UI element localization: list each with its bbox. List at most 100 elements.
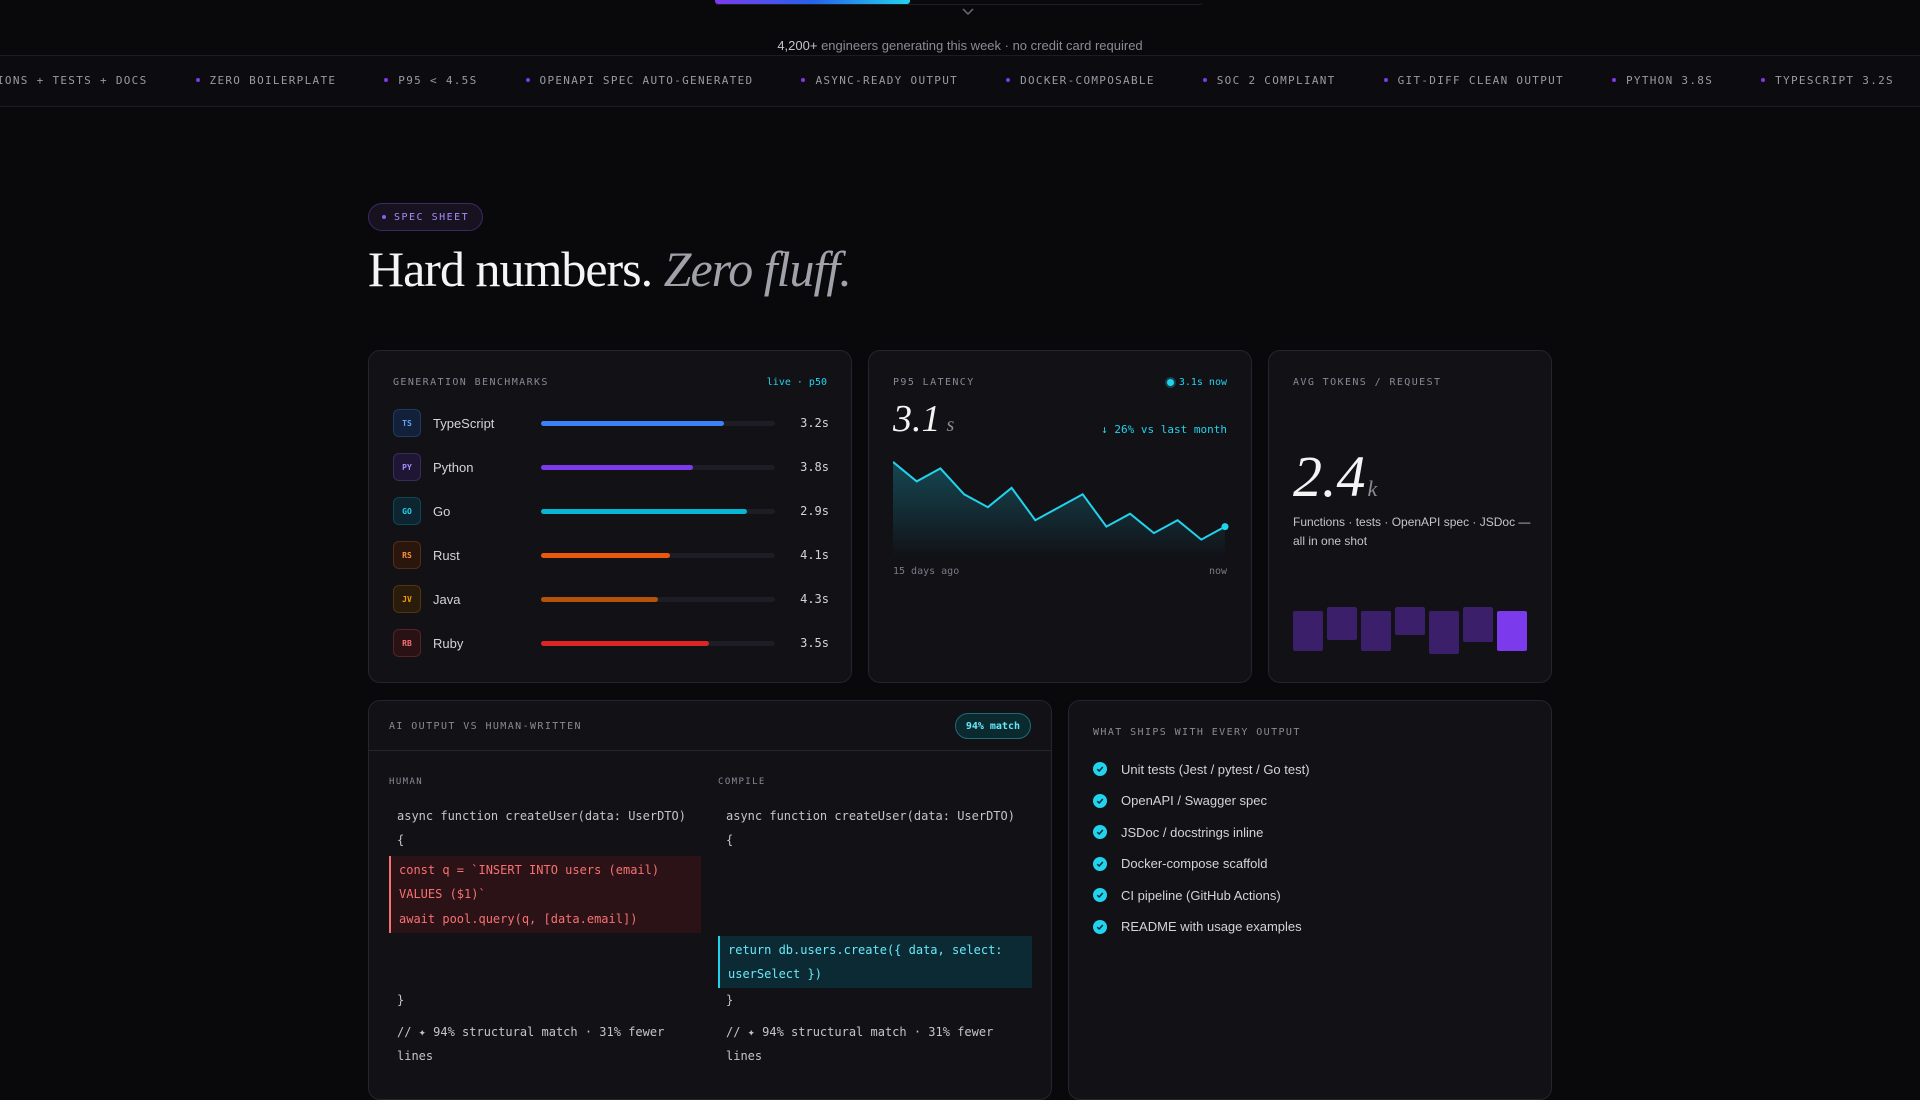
tokens-mini-bars bbox=[1293, 607, 1529, 657]
human-code-removed: const q = `INSERT INTO users (email) VAL… bbox=[389, 856, 701, 908]
language-badge: RB bbox=[393, 629, 421, 657]
ticker-item: TYPESCRIPT 3.2S bbox=[1761, 74, 1894, 87]
language-badge: GO bbox=[393, 497, 421, 525]
human-code-close: } bbox=[397, 993, 405, 1007]
check-icon bbox=[1093, 793, 1107, 808]
top-progress-bar bbox=[715, 0, 1203, 5]
check-icon bbox=[1093, 762, 1107, 776]
benchmark-row-python: PY Python 3.8s bbox=[393, 453, 829, 483]
card-label: AI OUTPUT VS HUMAN-WRITTEN bbox=[389, 721, 582, 732]
social-proof: 4,200+ engineers generating this week · … bbox=[777, 38, 1143, 53]
benchmark-row-typescript: TS TypeScript 3.2s bbox=[393, 409, 829, 439]
compile-code-comment: // ✦ 94% structural match · 31% fewer li… bbox=[726, 1025, 994, 1063]
compile-code-close: } bbox=[726, 993, 734, 1007]
ticker-dot-icon bbox=[384, 78, 389, 82]
section-headline: Hard numbers. Zero fluff. bbox=[368, 241, 852, 297]
card-label: AVG TOKENS / REQUEST bbox=[1293, 377, 1442, 388]
compile-column-label: COMPILE bbox=[718, 777, 766, 787]
pulse-dot-icon bbox=[1166, 379, 1174, 386]
benchmark-value: 3.2s bbox=[800, 416, 829, 430]
ticker-item: DOCKER-COMPOSABLE bbox=[1006, 74, 1155, 87]
benchmark-bar-fill bbox=[541, 421, 724, 426]
ticker-dot-icon bbox=[525, 78, 530, 82]
benchmark-bar bbox=[541, 553, 775, 558]
language-badge: JV bbox=[393, 585, 421, 613]
feature-ticker: IONS + TESTS + DOCS ZERO BOILERPLATE P95 <… bbox=[0, 55, 1920, 107]
benchmark-bar-fill bbox=[541, 641, 710, 646]
check-icon bbox=[1093, 919, 1107, 934]
latency-sparkline bbox=[893, 461, 1229, 559]
benchmark-bar-fill bbox=[541, 597, 658, 602]
token-bar bbox=[1429, 611, 1459, 654]
benchmark-bar-fill bbox=[541, 509, 747, 514]
token-bar bbox=[1497, 611, 1527, 651]
ticker-dot-icon bbox=[195, 78, 200, 82]
benchmark-row-java: JV Java 4.3s bbox=[393, 585, 829, 615]
ships-card: WHAT SHIPS WITH EVERY OUTPUT Unit tests … bbox=[1068, 700, 1552, 1100]
ticker-dot-icon bbox=[801, 78, 806, 82]
match-badge: 94% match bbox=[954, 713, 1031, 739]
ticker-dot-icon bbox=[1611, 78, 1616, 82]
latency-value: 3.1 s bbox=[893, 398, 955, 440]
ticker-item: OPENAPI SPEC AUTO-GENERATED bbox=[525, 74, 754, 87]
live-badge: live · p50 bbox=[766, 377, 827, 388]
benchmark-value: 4.1s bbox=[800, 548, 829, 562]
ticker-item: PYTHON 3.8S bbox=[1611, 74, 1713, 87]
token-bar bbox=[1361, 611, 1391, 651]
tokens-description: Functions · tests · OpenAPI spec · JSDoc… bbox=[1293, 515, 1531, 548]
benchmark-bar bbox=[541, 465, 775, 470]
sparkline-area bbox=[893, 461, 1225, 559]
language-name: Python bbox=[433, 460, 474, 475]
sparkline-line bbox=[893, 461, 1226, 541]
chevron-down-icon[interactable] bbox=[961, 6, 975, 16]
human-code-comment: // ✦ 94% structural match · 31% fewer li… bbox=[397, 1025, 665, 1063]
ships-list-item: Unit tests (Jest / pytest / Go test) bbox=[1093, 759, 1310, 779]
ticker-item: P95 < 4.5S bbox=[384, 74, 477, 87]
benchmarks-card: GENERATION BENCHMARKS live · p50 TS TypeS… bbox=[368, 350, 852, 683]
benchmark-bar-fill bbox=[541, 465, 694, 470]
ticker-item: GIT-DIFF CLEAN OUTPUT bbox=[1383, 74, 1564, 87]
benchmark-row-rust: RS Rust 4.1s bbox=[393, 541, 829, 571]
check-icon bbox=[1093, 888, 1107, 902]
language-name: TypeScript bbox=[433, 416, 495, 431]
tokens-card: AVG TOKENS / REQUEST 2.4k Functions · te… bbox=[1268, 350, 1552, 683]
card-label: GENERATION BENCHMARKS bbox=[393, 377, 549, 388]
benchmark-value: 3.8s bbox=[800, 460, 829, 474]
benchmark-bar bbox=[541, 509, 775, 514]
ships-list-item: JSDoc / docstrings inline bbox=[1093, 822, 1263, 842]
human-column-label: HUMAN bbox=[389, 777, 424, 787]
language-name: Go bbox=[433, 504, 451, 519]
axis-start-label: 15 days ago bbox=[893, 566, 960, 577]
card-label: WHAT SHIPS WITH EVERY OUTPUT bbox=[1093, 727, 1301, 738]
tokens-value: 2.4k bbox=[1293, 444, 1378, 509]
token-bar bbox=[1293, 611, 1323, 651]
compare-card: AI OUTPUT VS HUMAN-WRITTEN 94% match HUM… bbox=[368, 700, 1052, 1100]
compile-code-signature: async function createUser(data: UserDTO)… bbox=[726, 809, 1015, 847]
language-badge: RS bbox=[393, 541, 421, 569]
ships-list-item: OpenAPI / Swagger spec bbox=[1093, 791, 1267, 811]
benchmark-bar-fill bbox=[541, 553, 670, 558]
ships-list-item: README with usage examples bbox=[1093, 917, 1302, 937]
benchmark-value: 2.9s bbox=[800, 504, 829, 518]
language-name: Rust bbox=[433, 548, 460, 563]
ticker-item: ASYNC-READY OUTPUT bbox=[801, 74, 958, 87]
card-label: P95 LATENCY bbox=[893, 377, 975, 388]
ticker-dot-icon bbox=[1761, 78, 1766, 82]
benchmark-value: 4.3s bbox=[800, 592, 829, 606]
language-badge: PY bbox=[393, 453, 421, 481]
ticker-item: SOC 2 COMPLIANT bbox=[1202, 74, 1336, 87]
language-badge: TS bbox=[393, 409, 421, 437]
language-name: Ruby bbox=[433, 636, 464, 651]
sparkline-endpoint bbox=[1221, 523, 1229, 531]
section-pill: SPEC SHEET bbox=[368, 203, 484, 231]
compile-code-added: return db.users.create({ data, select: u… bbox=[718, 936, 1032, 988]
ticker-dot-icon bbox=[1383, 78, 1388, 82]
benchmark-bar bbox=[541, 597, 775, 602]
token-bar bbox=[1395, 607, 1425, 635]
benchmark-row-go: GO Go 2.9s bbox=[393, 497, 829, 527]
benchmark-bar bbox=[541, 421, 775, 426]
ticker-dot-icon bbox=[1202, 78, 1207, 82]
check-icon bbox=[1093, 856, 1107, 871]
token-bar bbox=[1463, 607, 1493, 642]
check-icon bbox=[1093, 825, 1107, 839]
